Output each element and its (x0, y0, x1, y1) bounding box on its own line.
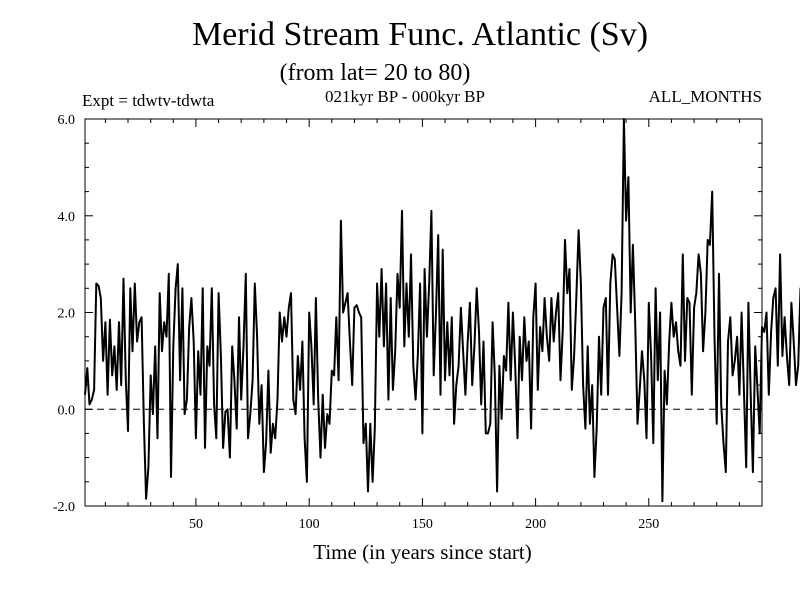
period-label: 021kyr BP - 000kyr BP (325, 87, 485, 106)
y-tick-label: 6.0 (58, 113, 76, 128)
chart-subtitle: (from lat= 20 to 80) (279, 60, 471, 86)
x-tick-label: 50 (189, 517, 203, 532)
x-tick-label: 250 (638, 517, 659, 532)
x-tick-label: 200 (525, 517, 546, 532)
x-tick-label: 150 (412, 517, 433, 532)
x-axis-label: Time (in years since start) (313, 540, 532, 564)
series-line (84, 118, 800, 503)
y-tick-label: 2.0 (58, 307, 76, 322)
y-tick-label: -2.0 (53, 500, 75, 515)
experiment-label: Expt = tdwtv-tdwta (82, 91, 215, 110)
y-tick-label: 0.0 (58, 403, 76, 418)
chart-title: Merid Stream Func. Atlantic (Sv) (191, 16, 649, 53)
y-tick-label: 4.0 (58, 210, 76, 225)
x-tick-label: 100 (299, 517, 320, 532)
months-label: ALL_MONTHS (648, 87, 762, 106)
